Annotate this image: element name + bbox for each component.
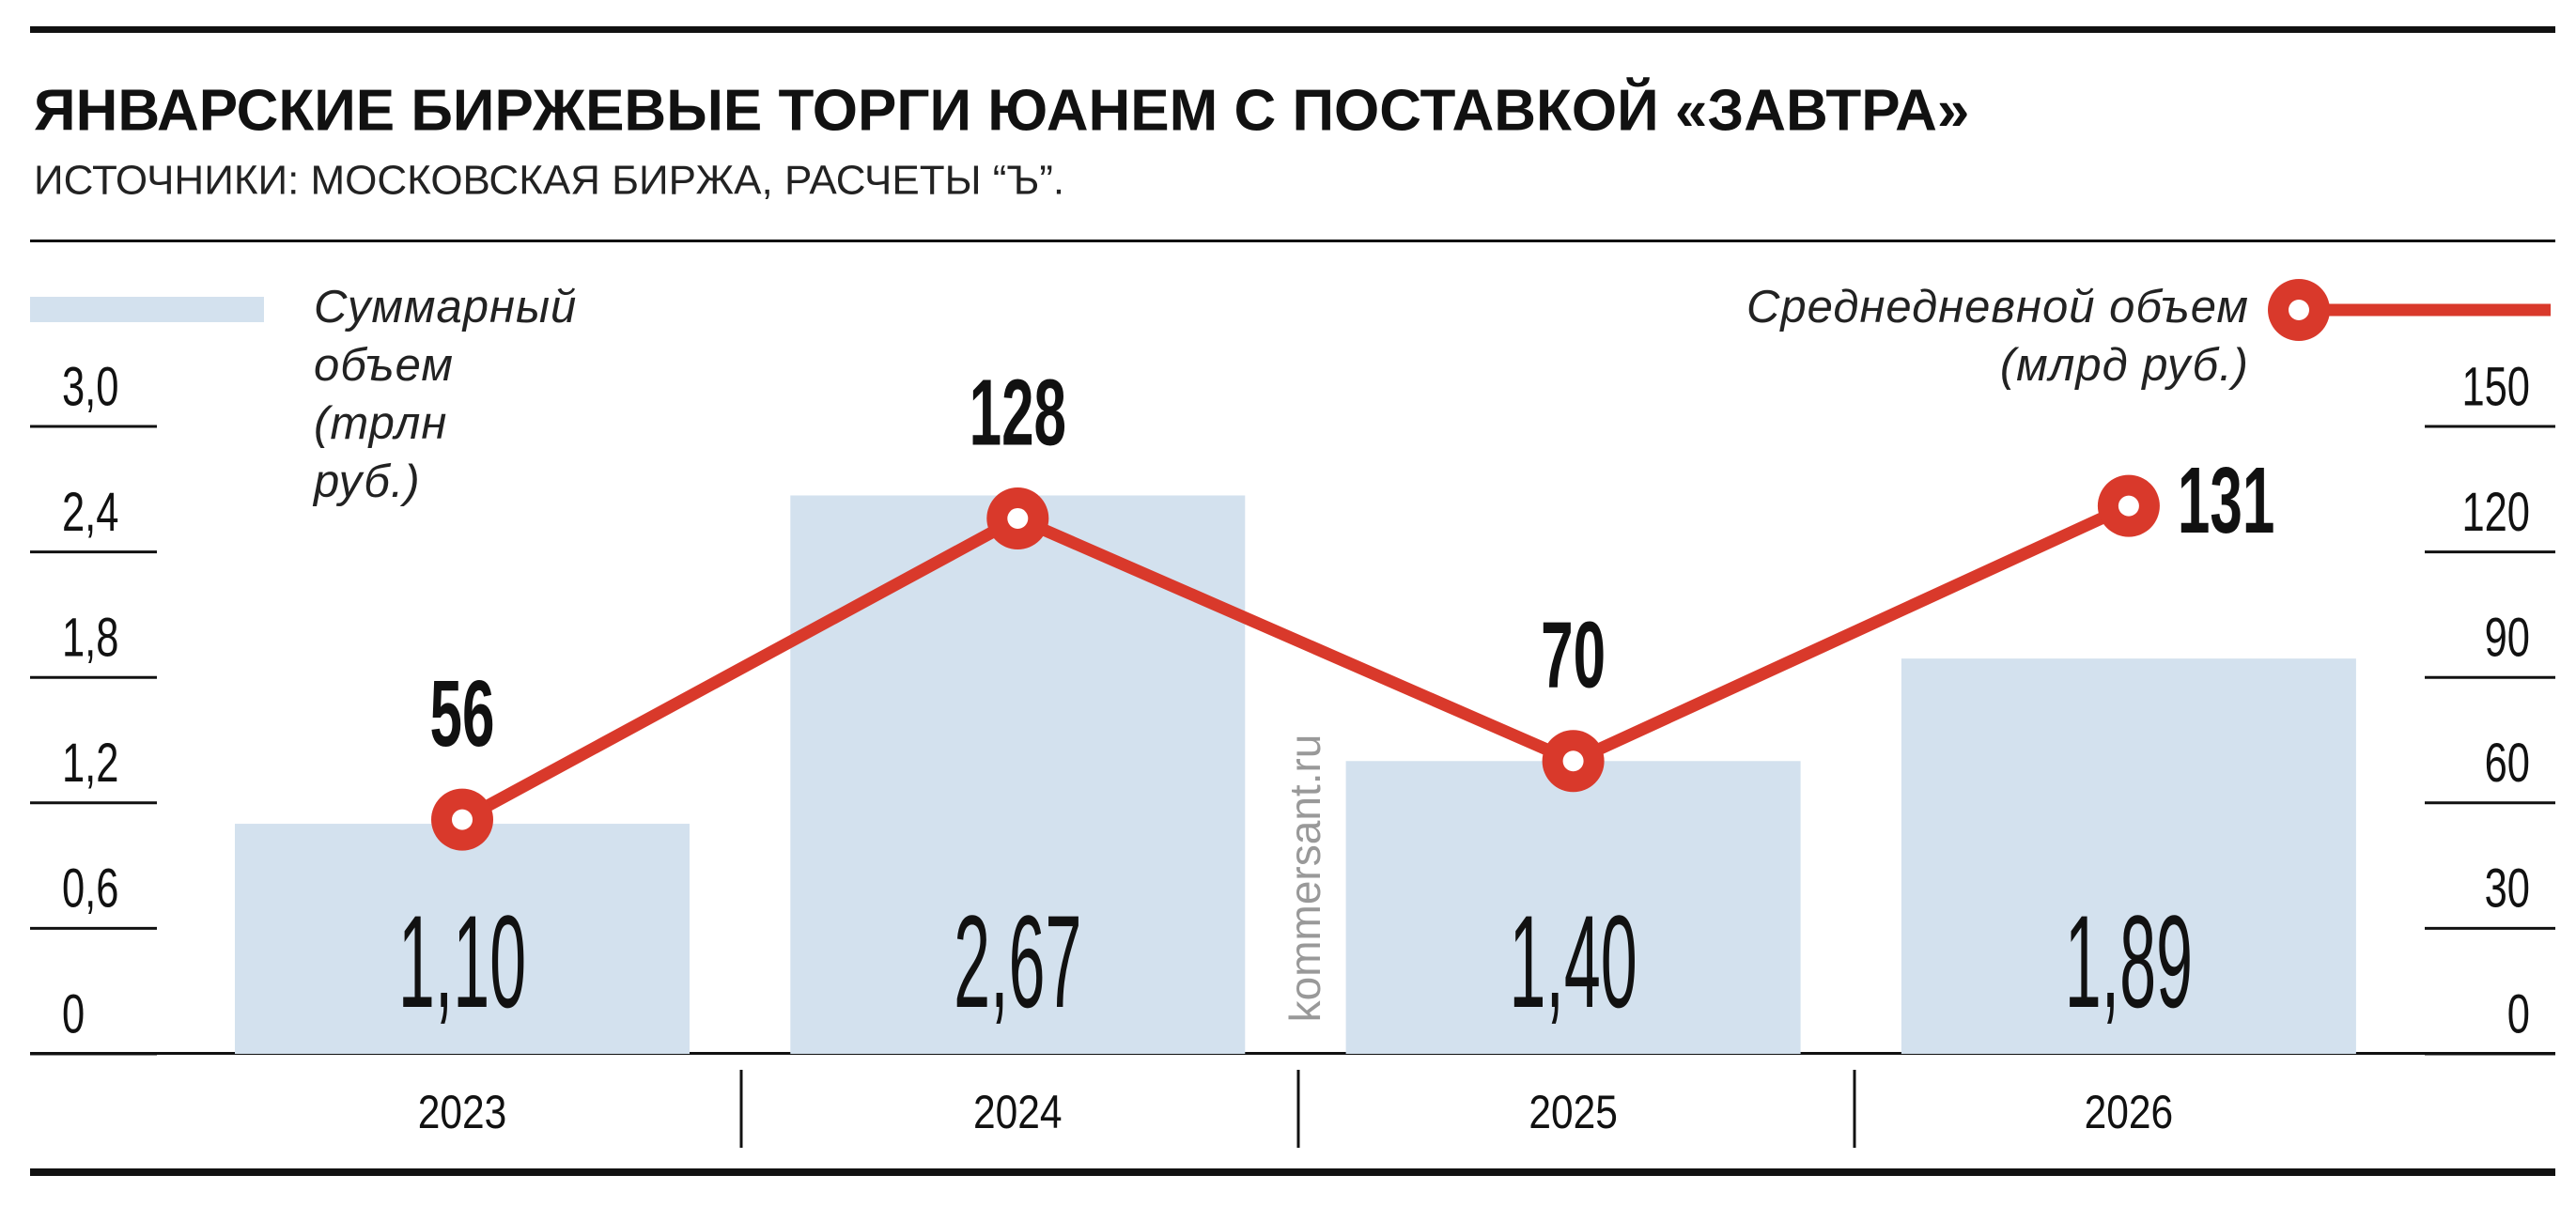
- y-tick-label: 1,8: [62, 607, 118, 667]
- legend-bar: Суммарный объем (трлн руб.): [314, 282, 578, 507]
- bar-value-label: 1,10: [398, 889, 526, 1036]
- y-tick-label-group: 2,4: [62, 482, 118, 542]
- legend-marker-dot: [2289, 300, 2309, 320]
- line-value-label: 70: [1541, 603, 1606, 708]
- x-tick-label: 2025: [1529, 1086, 1618, 1138]
- top-rule: [30, 26, 2555, 33]
- chart-subtitle: ИСТОЧНИКИ: МОСКОВСКАЯ БИРЖА, РАСЧЕТЫ “Ъ”…: [34, 158, 1064, 204]
- bar-value-label-group: 2,67: [954, 889, 1081, 1036]
- x-tick-label-group: 2023: [418, 1086, 507, 1138]
- line: [458, 500, 2132, 826]
- legend-line: Среднедневной объем (млрд руб.): [1746, 282, 2249, 391]
- bottom-rule: [30, 1168, 2555, 1176]
- x-tick-label: 2023: [418, 1086, 507, 1138]
- watermark-group: kommersant.ru: [1280, 734, 1329, 1023]
- line-value-label-group: 131: [2178, 448, 2274, 553]
- marker-dot: [452, 809, 473, 830]
- x-tick-label-group: 2024: [973, 1086, 1063, 1138]
- y-tick-label: 2,4: [62, 482, 118, 542]
- y-tick-label-group: 1,8: [62, 607, 118, 667]
- chart-title: ЯНВАРСКИЕ БИРЖЕВЫЕ ТОРГИ ЮАНЕМ С ПОСТАВК…: [34, 77, 1969, 143]
- legend-bar-swatch: [30, 297, 264, 322]
- line-value-label: 128: [970, 360, 1066, 465]
- y-tick-label: 0,6: [62, 858, 118, 919]
- y2-tick-label-group: 60: [2485, 733, 2530, 793]
- y-tick-label: 1,2: [62, 733, 118, 793]
- header-rule: [30, 240, 2555, 242]
- y2-tick-label-group: 30: [2485, 858, 2530, 919]
- bar: [235, 824, 690, 1054]
- bar: [1901, 658, 2356, 1054]
- line-value-label-group: 70: [1541, 603, 1606, 708]
- bar: [1345, 761, 1801, 1054]
- y2-tick-label-group: 0: [2507, 983, 2530, 1044]
- marker-dot: [2118, 495, 2139, 517]
- line-value-label: 131: [2178, 448, 2274, 553]
- marker-dot: [1007, 507, 1029, 529]
- y2-tick-label-group: 150: [2461, 356, 2530, 416]
- line-value-label: 56: [430, 661, 495, 766]
- y-tick-label-group: 3,0: [62, 356, 118, 416]
- y-tick-label-group: 1,2: [62, 733, 118, 793]
- bar-value-label-group: 1,40: [1509, 889, 1637, 1036]
- y-tick-label: 3,0: [62, 356, 118, 416]
- y2-tick-label: 30: [2485, 858, 2530, 919]
- bar-value-label: 2,67: [954, 889, 1081, 1036]
- y2-tick-label-group: 90: [2485, 607, 2530, 667]
- x-axis: [30, 1052, 2555, 1055]
- y2-tick-label: 0: [2507, 983, 2530, 1044]
- bar-value-label: 1,40: [1509, 889, 1637, 1036]
- y-tick-label-group: 0: [62, 983, 85, 1044]
- line-value-label-group: 56: [430, 661, 495, 766]
- y-tick-label-group: 0,6: [62, 858, 118, 919]
- y2-tick-label: 60: [2485, 733, 2530, 793]
- y2-tick-label: 90: [2485, 607, 2530, 667]
- watermark: kommersant.ru: [1280, 734, 1329, 1023]
- y2-tick-label: 150: [2461, 356, 2530, 416]
- bar-value-label-group: 1,89: [2065, 889, 2193, 1036]
- y2-tick-label: 120: [2461, 482, 2530, 542]
- bar-value-label: 1,89: [2065, 889, 2193, 1036]
- bar-value-label-group: 1,10: [398, 889, 526, 1036]
- line-value-label-group: 128: [970, 360, 1066, 465]
- x-tick-label: 2026: [2085, 1086, 2174, 1138]
- x-tick-label-group: 2026: [2085, 1086, 2174, 1138]
- marker-dot: [1562, 750, 1584, 772]
- x-tick-label: 2024: [973, 1086, 1063, 1138]
- y-tick-label: 0: [62, 983, 85, 1044]
- x-tick-label-group: 2025: [1529, 1086, 1618, 1138]
- y2-tick-label-group: 120: [2461, 482, 2530, 542]
